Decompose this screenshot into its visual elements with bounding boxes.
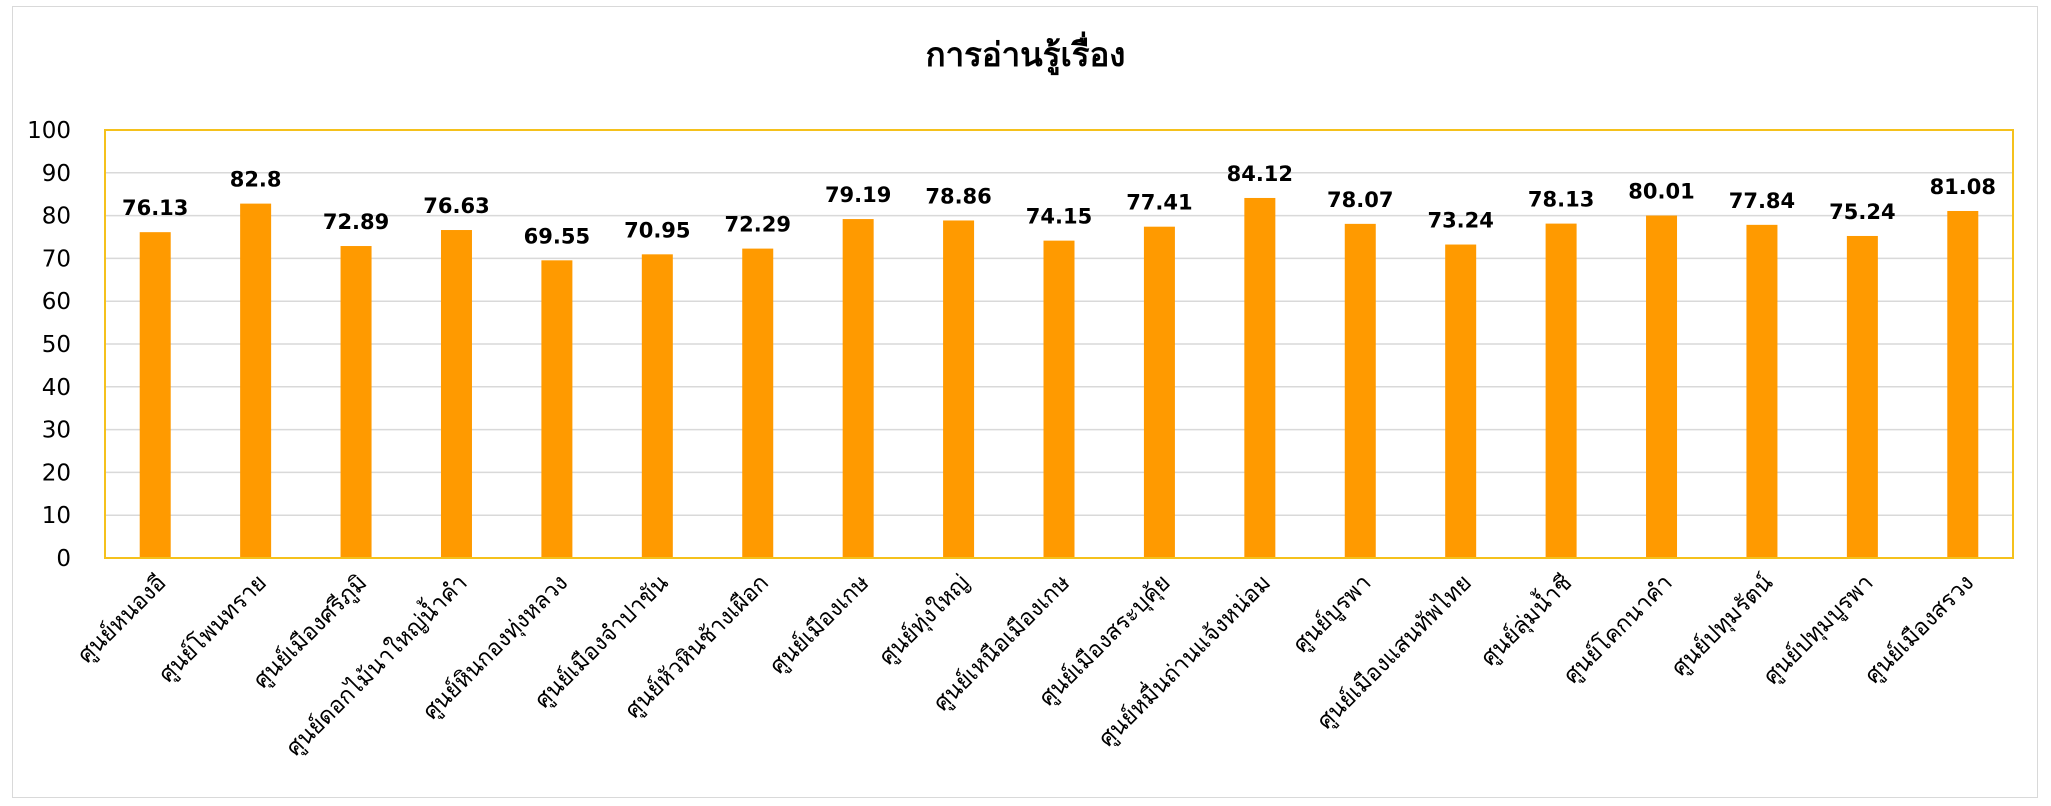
data-label: 80.01 [1628,180,1694,204]
y-tick-label: 40 [42,375,71,401]
data-label: 84.12 [1227,162,1293,186]
y-tick-label: 80 [42,204,71,230]
data-label: 78.86 [925,184,991,208]
y-tick-label: 100 [27,118,71,144]
bar [1846,235,1878,559]
data-label: 78.07 [1327,188,1393,212]
plot-area-border [104,129,2014,559]
x-tick-label: ศูนย์หมื่นถ่านแจ้งหน่อม [1091,567,1276,752]
bar [1646,215,1678,559]
data-label: 79.19 [825,183,891,207]
data-label: 73.24 [1427,209,1493,233]
x-tick-label: ศูนย์ดอกไม้นาใหญ่น้ำคำ [278,567,472,761]
data-labels: 76.13 82.8 72.89 76.63 69.55 70.95 72.29 79.19 7… [122,162,1996,248]
bar [1445,244,1477,558]
bar [1043,240,1075,558]
bar [1947,210,1979,558]
bar [742,248,774,558]
data-label: 77.41 [1126,191,1192,215]
data-label: 76.13 [122,196,188,220]
bar [1143,226,1175,559]
bar [641,254,673,559]
bar [1746,224,1778,559]
x-axis-labels: ศูนย์หนองอีศูนย์โพนทรายศูนย์เมืองศรีภูมิ… [72,567,1979,761]
chart-title: การอ่านรู้เรื่อง [925,35,1126,74]
bar [240,203,272,558]
data-label: 77.84 [1729,189,1795,213]
y-axis-ticks: 0 10 20 30 40 50 60 70 80 90 100 [27,118,71,572]
y-tick-label: 50 [42,332,71,358]
x-tick-label: ศูนย์ทุ่งใหญ่ [874,569,975,670]
y-tick-label: 0 [56,546,71,572]
y-tick-label: 30 [42,418,71,444]
x-tick-label: ศูนย์หนองอี [72,569,171,668]
bar [340,246,372,558]
bar [1344,223,1376,558]
data-label: 72.89 [323,210,389,234]
data-label: 70.95 [624,218,690,242]
bar [842,219,874,558]
y-tick-label: 20 [42,460,71,486]
y-tick-label: 10 [42,503,71,529]
data-label: 81.08 [1930,175,1996,199]
y-tick-label: 70 [42,246,71,272]
y-tick-label: 90 [42,161,71,187]
x-tick-label: ศูนย์ปทุมรัตน์ [1666,569,1778,681]
bars [139,197,1979,559]
bar [541,260,573,558]
bar [139,232,171,558]
data-label: 69.55 [524,224,590,248]
x-tick-label: ศูนย์บูรพา [1288,569,1377,658]
bar [1545,223,1577,558]
data-label: 78.13 [1528,188,1594,212]
y-tick-label: 60 [42,289,71,315]
data-label: 82.8 [230,168,282,192]
bar [440,230,472,558]
x-tick-label: ศูนย์เมืองเกษ [764,569,874,679]
bar [943,220,975,559]
data-label: 75.24 [1829,200,1895,224]
bar [1244,197,1276,558]
data-label: 76.63 [423,194,489,218]
data-label: 74.15 [1026,205,1092,229]
data-label: 72.29 [725,213,791,237]
x-tick-label: ศูนย์ลุ่มน้ำชี [1473,567,1577,671]
